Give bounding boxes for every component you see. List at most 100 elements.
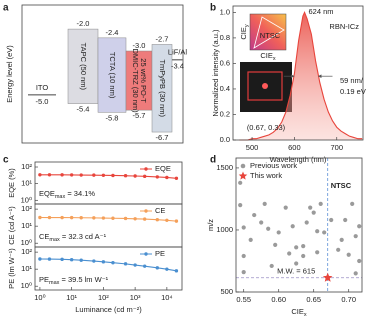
legend-label: RBN-ICz xyxy=(329,22,359,31)
y-axis-label: EQE (%) xyxy=(7,168,16,198)
point xyxy=(287,251,292,256)
point xyxy=(111,216,115,220)
point xyxy=(357,258,362,264)
y-tick-label: 10² xyxy=(21,162,32,171)
annotation-base: CE xyxy=(39,232,49,241)
legend-label: This work xyxy=(250,171,282,180)
panel-label: d xyxy=(210,155,216,166)
x-tick-label: 500 xyxy=(246,143,259,152)
plot-frame xyxy=(34,246,183,291)
point xyxy=(174,219,179,223)
point xyxy=(111,173,115,178)
x-axis-label: Luminance (cd m⁻²) xyxy=(75,305,142,314)
layer-name: ITO xyxy=(36,83,49,92)
energy-box xyxy=(151,44,173,133)
y-tick-label: 0.0 xyxy=(220,135,230,144)
y-tick-label: 10⁰ xyxy=(21,238,32,247)
point xyxy=(155,217,160,222)
point xyxy=(311,210,316,215)
panel-label: b xyxy=(210,3,216,14)
layer-name: TmPyPB (30 nm) xyxy=(158,59,167,117)
point xyxy=(101,173,106,177)
point xyxy=(92,173,96,177)
y-tick-label: 10⁰ xyxy=(21,281,32,290)
legend-marker xyxy=(144,167,148,171)
inset-axis-label-sub: x xyxy=(273,56,276,62)
point xyxy=(69,215,74,220)
annotation-sub: max xyxy=(49,280,60,286)
x-axis-label: Wavelength (nm) xyxy=(270,155,327,164)
point xyxy=(343,217,348,223)
x-tick-label: 10³ xyxy=(130,293,141,302)
legend-marker xyxy=(238,171,248,180)
point xyxy=(142,264,147,268)
point xyxy=(294,261,299,266)
level-label: -5.4 xyxy=(77,105,90,114)
annotation-rest: = 34.1% xyxy=(65,189,95,198)
annotation-sub: max xyxy=(49,237,60,243)
layer-name: TCTA (10 nm) xyxy=(108,52,117,99)
point xyxy=(290,224,295,229)
x-axis-label-sub: x xyxy=(304,312,307,318)
level-label: -3.0 xyxy=(133,41,146,50)
annotation-sub: max xyxy=(55,194,66,200)
point xyxy=(38,215,42,220)
point xyxy=(238,203,243,208)
plot-frame xyxy=(232,5,364,141)
point xyxy=(92,216,96,220)
point xyxy=(101,260,106,264)
level-label: -5.0 xyxy=(36,97,49,106)
level-label: -5.7 xyxy=(133,111,146,120)
y-tick-label: 10¹ xyxy=(21,221,32,230)
legend-marker xyxy=(144,252,148,256)
point xyxy=(283,205,288,210)
annotation: (0.67, 0.33) xyxy=(247,123,286,132)
point xyxy=(165,267,169,271)
point xyxy=(69,173,74,177)
annotation-base: EQE xyxy=(39,189,55,198)
point xyxy=(353,234,358,239)
point xyxy=(308,205,313,210)
level-label: -2.4 xyxy=(106,28,119,37)
point xyxy=(123,174,128,178)
cie-triangle xyxy=(253,16,285,49)
point xyxy=(273,242,278,247)
point xyxy=(92,259,96,263)
point xyxy=(346,252,351,257)
series-line xyxy=(39,258,177,272)
area xyxy=(239,12,363,141)
point xyxy=(318,201,323,207)
x-tick-label: 700 xyxy=(330,143,343,152)
point xyxy=(133,263,137,267)
panel-label: a xyxy=(3,3,9,14)
point xyxy=(252,212,257,218)
legend-label: Previous work xyxy=(250,161,297,170)
inset-axis-label-sub: y xyxy=(244,24,250,27)
x-axis-label-base: CIE xyxy=(291,307,304,316)
point xyxy=(111,260,115,265)
point xyxy=(304,220,309,225)
inset-axis-label-base: CIE xyxy=(239,27,248,40)
point xyxy=(79,258,83,262)
x-tick-label: 0.70 xyxy=(341,295,356,304)
plot-frame xyxy=(21,4,184,144)
point xyxy=(165,218,169,222)
annotation: EQEmax = 34.1% xyxy=(39,189,95,200)
point xyxy=(248,237,253,242)
energy-box xyxy=(125,50,153,111)
y-axis-label: Normalized intensity (a.u.) xyxy=(211,29,220,117)
point xyxy=(322,272,333,282)
layer-name: TAPC (50 nm) xyxy=(79,43,88,91)
panel-label: c xyxy=(3,155,9,166)
point xyxy=(133,217,137,221)
point xyxy=(357,224,362,229)
inset-axis-label: CIEx xyxy=(260,51,276,62)
point xyxy=(329,217,334,223)
annotation: 0.19 eV xyxy=(340,87,366,96)
annotation-rest: = 39.5 lm W⁻¹ xyxy=(59,275,108,284)
point xyxy=(259,220,264,225)
point xyxy=(174,176,179,180)
y-tick-label: 10⁰ xyxy=(21,195,32,204)
x-tick-label: 10⁴ xyxy=(161,293,173,302)
